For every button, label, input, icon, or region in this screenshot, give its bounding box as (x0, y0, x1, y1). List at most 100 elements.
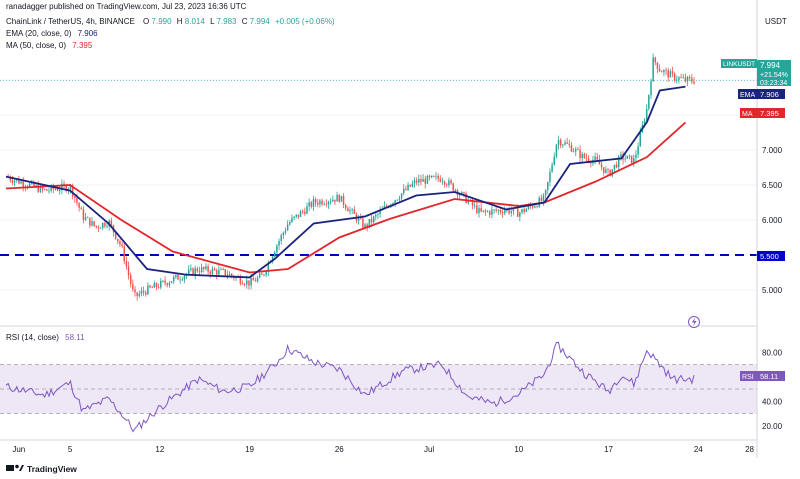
candle-body (682, 77, 685, 79)
candle-body (250, 278, 252, 286)
rsi-line[interactable] (5, 341, 695, 433)
candle-body (480, 208, 482, 212)
candle-body (319, 200, 321, 205)
lightning-icon[interactable] (688, 316, 700, 328)
candle-body (501, 211, 504, 214)
candle-body (179, 279, 181, 281)
candle-body (523, 209, 525, 212)
candle-body (183, 275, 186, 280)
time-tick-label: 19 (245, 445, 254, 454)
ohlc-change: +0.005 (+0.06%) (275, 17, 335, 26)
candle-body (411, 183, 414, 187)
ohlc-c-label: C (242, 17, 248, 26)
candle-body (198, 271, 201, 273)
last-price-tag: LINKUSDT 7.994 +21.54% 03:23:34 (721, 59, 791, 87)
candle-body (301, 211, 304, 213)
candle-body (347, 208, 349, 212)
svg-text:ChainLink / TetherUS, 4h, BINA: ChainLink / TetherUS, 4h, BINANCE O 7.99… (6, 17, 335, 26)
price-tick-label: 6.500 (762, 181, 783, 190)
candle-body (20, 181, 22, 184)
candle-body (482, 210, 485, 212)
ema-price-tag: EMA 7.906 (738, 89, 785, 99)
candle-body (80, 207, 83, 210)
candle-body (252, 278, 255, 281)
symbol-line[interactable]: ChainLink / TetherUS, 4h, BINANCE (6, 17, 135, 26)
candle-body (99, 227, 102, 229)
currency-label[interactable]: USDT (765, 17, 787, 26)
candle-body (650, 81, 652, 95)
svg-text:RSI (14, close) 58.11: RSI (14, close) 58.11 (6, 333, 85, 342)
candle-body (177, 274, 179, 280)
candle-body (534, 206, 536, 208)
rsi-legend-label[interactable]: RSI (14, close) (6, 333, 59, 342)
candle-body (28, 183, 31, 188)
candle-body (241, 283, 244, 285)
time-tick-label: 5 (68, 445, 73, 454)
candle-body (110, 220, 113, 226)
ma-price: 7.395 (760, 109, 779, 118)
candle-body (203, 267, 205, 270)
ema20-line[interactable] (5, 85, 686, 279)
candle-body (422, 178, 424, 182)
candle-body (192, 268, 194, 275)
candle-body (577, 149, 579, 150)
candle-body (516, 208, 519, 217)
candle-body (594, 156, 596, 160)
candle-body (33, 181, 35, 187)
candle-body (443, 181, 446, 185)
time-tick-label: 28 (745, 445, 754, 454)
svg-text:MA (50, close, 0) 7.395: MA (50, close, 0) 7.395 (6, 41, 93, 50)
candle-body (527, 205, 530, 210)
candle-body (368, 219, 371, 227)
candle-body (671, 71, 674, 74)
candle-body (585, 157, 588, 159)
candle-body (13, 180, 16, 183)
candle-body (684, 77, 687, 82)
candle-body (510, 211, 513, 214)
candle-body (437, 175, 439, 179)
candle-body (596, 156, 599, 160)
candle-body (572, 151, 575, 153)
candle-body (454, 189, 457, 191)
candle-body (686, 76, 689, 82)
candle-body (37, 185, 40, 192)
time-axis[interactable]: Jun 5 12 19 26 Jul 10 17 24 28 (12, 445, 754, 454)
candle-body (187, 269, 190, 274)
candle-body (78, 202, 80, 208)
candle-body (74, 196, 76, 198)
candle-body (450, 180, 452, 184)
candle-body (153, 283, 156, 288)
candle-body (261, 273, 263, 275)
ema-legend-value: 7.906 (78, 29, 99, 38)
candle-body (645, 108, 648, 121)
rsi-tick-label: 40.00 (762, 397, 783, 406)
candle-body (56, 189, 59, 191)
candle-body (104, 222, 106, 227)
ma-legend-label[interactable]: MA (50, close, 0) (6, 41, 66, 50)
candle-body (170, 281, 173, 283)
candle-body (542, 195, 545, 201)
ma50-line[interactable] (5, 121, 687, 274)
candle-body (248, 280, 250, 286)
candle-body (398, 198, 401, 200)
candle-body (652, 57, 654, 82)
candle-body (117, 238, 119, 242)
candle-body (658, 68, 661, 72)
candle-body (372, 216, 375, 223)
tradingview-logo[interactable]: TradingView (6, 464, 77, 474)
candle-body (656, 62, 659, 69)
candle-body (151, 287, 153, 289)
rsi-tick-label: 80.00 (762, 348, 783, 357)
candle-body (22, 181, 24, 187)
candle-body (82, 209, 85, 220)
ohlc-h-label: H (177, 17, 183, 26)
candle-body (224, 269, 227, 276)
candle-body (273, 252, 276, 257)
ema-legend-label[interactable]: EMA (20, close, 0) (6, 29, 72, 38)
candle-body (478, 208, 480, 214)
candle-body (46, 189, 48, 191)
candle-body (512, 207, 515, 212)
candle-body (519, 212, 521, 217)
